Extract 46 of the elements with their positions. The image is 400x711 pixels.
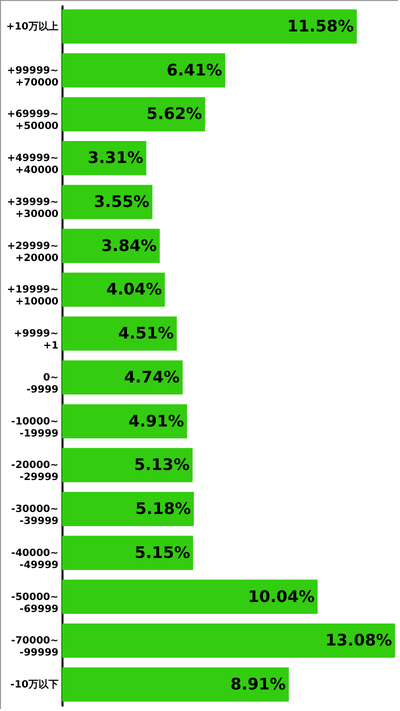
y-tick-label: +39999~ +30000	[6, 196, 59, 220]
y-tick-label: 0~ -9999	[26, 372, 59, 396]
bar	[62, 492, 194, 526]
bar	[62, 624, 395, 658]
bar	[62, 360, 183, 395]
data-label: 4.51%	[118, 324, 174, 343]
y-tick-label: -40000~ -49999	[11, 548, 59, 571]
bar	[62, 9, 357, 44]
y-tick-label: -20000~ -29999	[11, 460, 59, 484]
data-label: 4.91%	[128, 411, 184, 430]
y-tick-label: +9999~ +1	[14, 328, 59, 352]
data-label: 4.74%	[124, 367, 180, 386]
y-tick-label: -10000~ -19999	[11, 416, 59, 440]
y-tick-label: +49999~ +40000	[6, 153, 59, 176]
data-label: 5.18%	[135, 499, 191, 518]
y-tick-label: +29999~ +20000	[6, 240, 59, 264]
data-label: 3.55%	[94, 192, 150, 211]
data-label: 3.84%	[101, 236, 157, 255]
data-label: 6.41%	[166, 60, 222, 80]
y-tick-label: -50000~ -69999	[11, 592, 59, 615]
data-label: 3.31%	[88, 148, 144, 168]
bar	[62, 580, 318, 614]
data-label: 5.13%	[134, 455, 190, 474]
y-tick-label: -30000~ -39999	[11, 504, 59, 528]
bar	[62, 272, 165, 307]
bar	[62, 536, 194, 570]
bar	[62, 316, 177, 351]
y-tick-label: +10万以上	[6, 20, 58, 32]
data-label: 5.15%	[134, 542, 190, 562]
data-label: 8.91%	[230, 674, 286, 694]
bar	[62, 97, 206, 132]
bar	[62, 448, 193, 482]
data-label: 5.62%	[146, 104, 202, 124]
data-label: 10.04%	[248, 586, 315, 606]
y-tick-label: -10万以下	[10, 678, 58, 691]
bar	[62, 404, 187, 438]
y-tick-label: +19999~ +10000	[6, 284, 59, 308]
y-tick-label: +69999~ +50000	[6, 109, 59, 132]
y-tick-label: -70000~ -99999	[11, 636, 59, 659]
bar	[62, 53, 226, 88]
bar	[62, 228, 160, 263]
data-label: 4.04%	[106, 280, 162, 299]
data-label: 11.58%	[287, 16, 354, 36]
y-tick-label: +99999~ +70000	[6, 65, 59, 88]
bar	[62, 667, 289, 702]
data-label: 13.08%	[325, 630, 392, 650]
